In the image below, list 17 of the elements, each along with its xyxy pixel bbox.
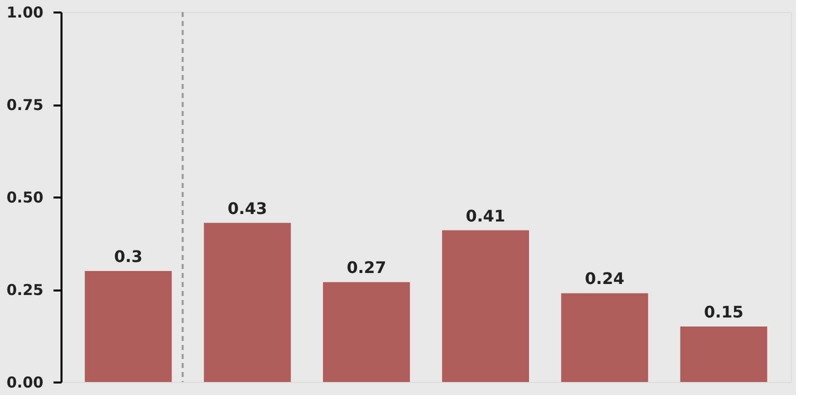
- data-label: 0.24: [584, 269, 624, 288]
- bar: [204, 222, 291, 382]
- y-tick-label: 0.00: [6, 374, 44, 392]
- bar: [442, 230, 530, 382]
- data-label: 0.15: [704, 302, 744, 322]
- y-tick-label: 0.50: [6, 188, 44, 206]
- bar: [561, 293, 648, 382]
- y-tick-label: 1.00: [6, 4, 44, 22]
- bar: [84, 271, 172, 382]
- data-label: 0.41: [466, 206, 506, 226]
- data-label: 0.3: [114, 247, 142, 266]
- data-label: 0.27: [346, 258, 386, 278]
- data-label: 0.43: [228, 198, 268, 218]
- bar: [680, 326, 768, 382]
- y-tick-label: 0.75: [6, 96, 44, 114]
- y-tick-label: 0.25: [6, 281, 44, 299]
- bar: [322, 282, 410, 382]
